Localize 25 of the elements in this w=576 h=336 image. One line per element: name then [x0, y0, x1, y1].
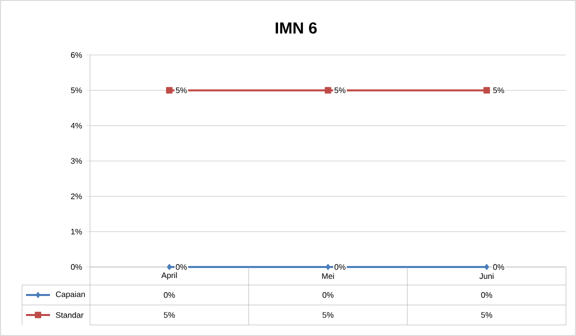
text: 5%	[334, 88, 346, 94]
data-label: 0%	[322, 292, 334, 298]
y-tick-label: 4%	[70, 122, 82, 128]
y-tick-label: 6%	[71, 52, 82, 58]
y-tick-label: 3%	[70, 158, 82, 164]
y-tick-label: 2%	[71, 194, 82, 200]
x-tick-label: Mei	[322, 273, 334, 279]
data-label: 5%	[164, 312, 175, 318]
data-label: 0%	[481, 292, 492, 298]
data-label: 5%	[322, 312, 334, 318]
legend-label: Standar	[56, 312, 84, 318]
chart-title: IMN 6	[276, 22, 317, 34]
text: 0%	[176, 264, 187, 270]
text: 0%	[493, 264, 504, 270]
x-tick-label: Juni	[479, 273, 494, 279]
y-tick-label: 5%	[70, 88, 82, 94]
data-label: 5%	[481, 312, 492, 318]
text: 5%	[176, 88, 187, 94]
x-tick-label: April	[161, 272, 177, 280]
y-tick-label: 1%	[71, 228, 82, 234]
data-label: 0%	[164, 292, 175, 298]
legend-label: Capaian	[56, 291, 85, 299]
text: 5%	[493, 88, 504, 94]
text: 0%	[334, 264, 346, 270]
y-tick-label: 0%	[70, 264, 82, 270]
